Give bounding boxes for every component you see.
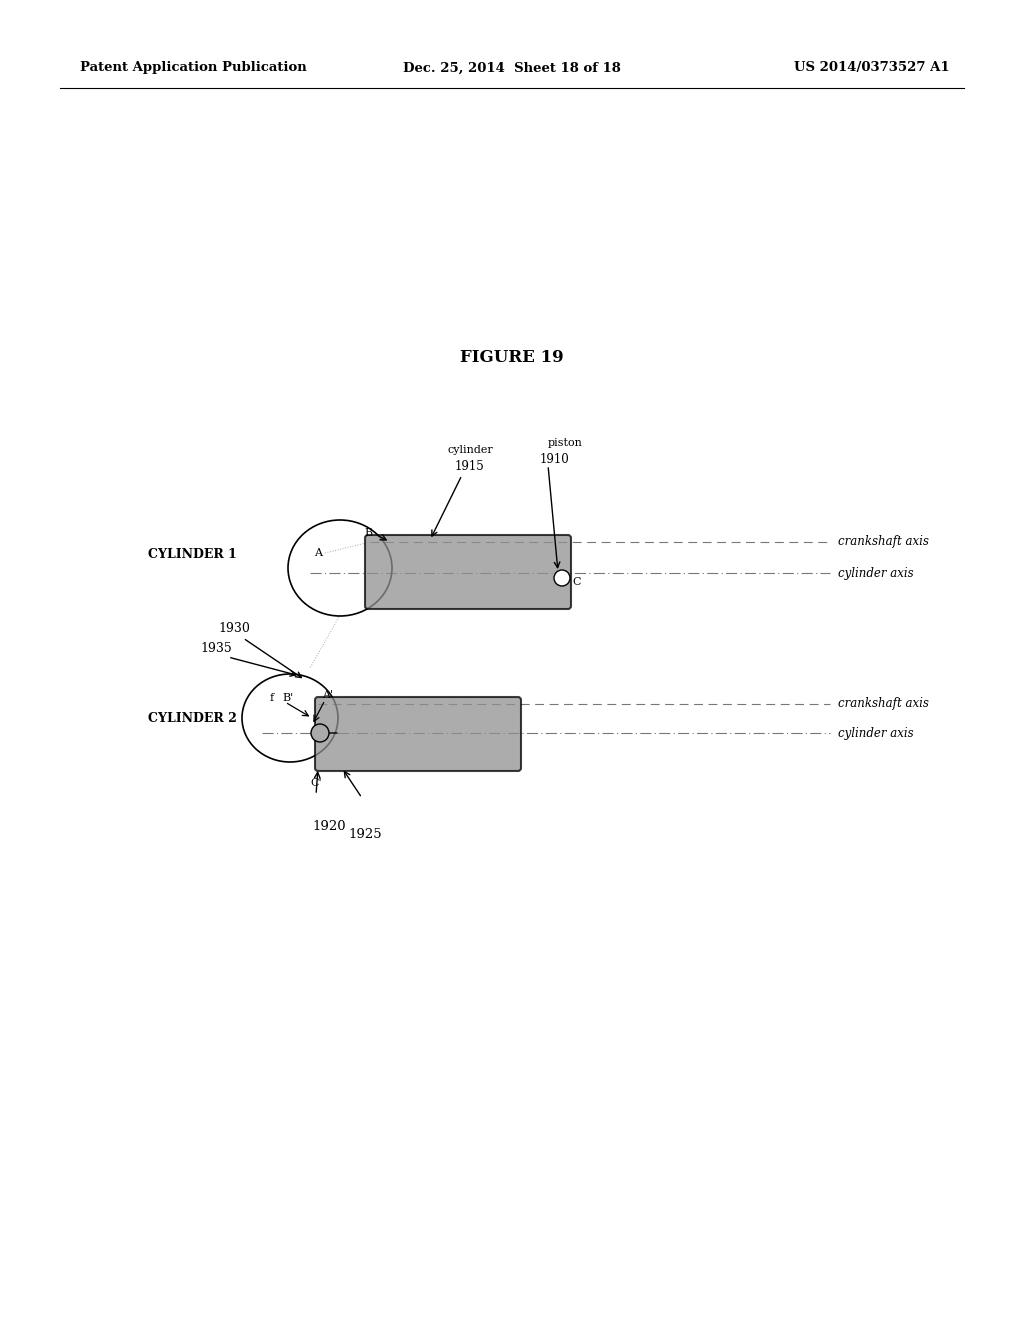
Text: 1915: 1915: [455, 459, 484, 473]
Text: A: A: [314, 548, 322, 558]
Text: cylinder axis: cylinder axis: [838, 566, 913, 579]
Text: crankshaft axis: crankshaft axis: [838, 536, 929, 549]
Text: US 2014/0373527 A1: US 2014/0373527 A1: [795, 62, 950, 74]
Text: 1930: 1930: [218, 622, 250, 635]
Text: f: f: [270, 693, 274, 704]
Text: C': C': [310, 777, 322, 788]
Text: CYLINDER 2: CYLINDER 2: [148, 711, 237, 725]
Text: crankshaft axis: crankshaft axis: [838, 697, 929, 710]
FancyBboxPatch shape: [315, 697, 521, 771]
Text: 1920: 1920: [312, 820, 346, 833]
Text: cylinder: cylinder: [447, 445, 493, 455]
Text: 1910: 1910: [540, 453, 569, 466]
Text: cylinder axis: cylinder axis: [838, 726, 913, 739]
Text: Dec. 25, 2014  Sheet 18 of 18: Dec. 25, 2014 Sheet 18 of 18: [403, 62, 621, 74]
Circle shape: [554, 570, 570, 586]
Text: piston: piston: [548, 438, 583, 447]
Text: B: B: [364, 528, 372, 539]
Text: CYLINDER 1: CYLINDER 1: [148, 549, 237, 561]
Text: Patent Application Publication: Patent Application Publication: [80, 62, 307, 74]
Text: A': A': [322, 690, 333, 700]
FancyBboxPatch shape: [365, 535, 571, 609]
Circle shape: [311, 723, 329, 742]
Text: 1925: 1925: [348, 828, 382, 841]
Text: 1935: 1935: [200, 642, 231, 655]
Text: FIGURE 19: FIGURE 19: [460, 350, 564, 367]
Text: C: C: [572, 577, 581, 587]
Text: B': B': [282, 693, 293, 704]
